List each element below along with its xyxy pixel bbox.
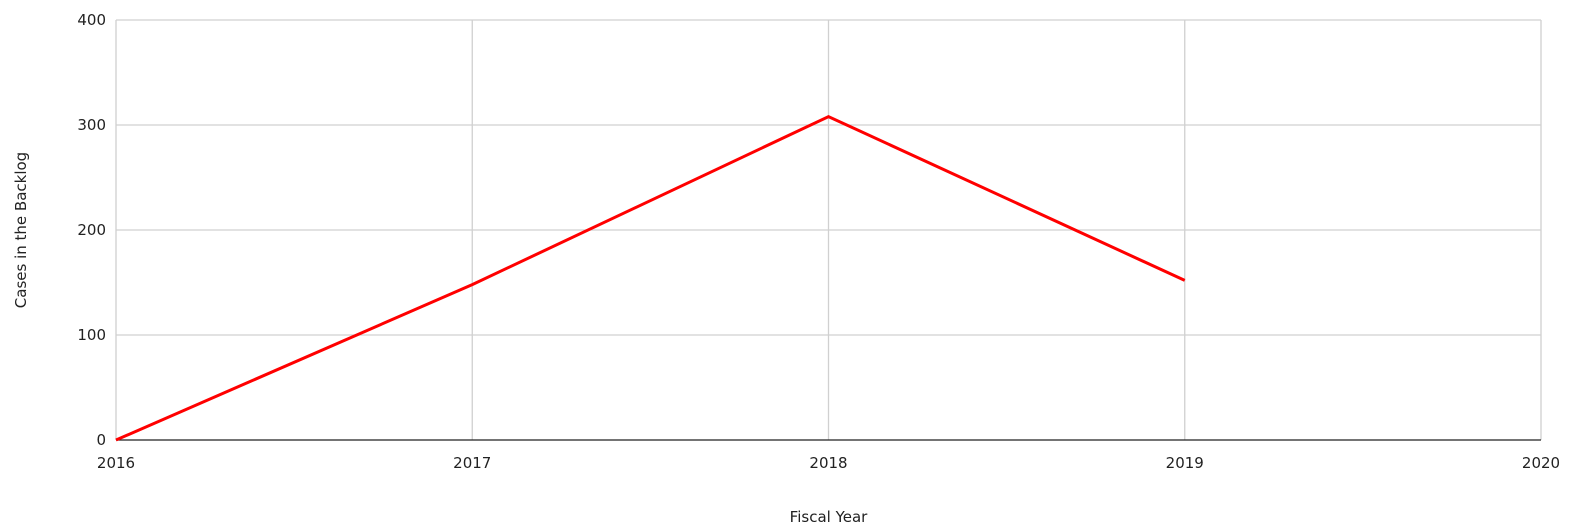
grid-lines [115, 19, 1542, 440]
y-tick-label: 100 [77, 326, 106, 344]
tick-labels: 0 100 200 300 400 2016 2017 2018 2019 2020 [77, 11, 1560, 472]
x-tick-label: 2016 [97, 454, 135, 472]
y-tick-label: 0 [96, 431, 106, 449]
y-axis-title: Cases in the Backlog [12, 152, 30, 308]
y-tick-label: 400 [77, 11, 106, 29]
series-line [115, 114, 1186, 442]
y-tick-label: 300 [77, 116, 106, 134]
x-tick-label: 2019 [1166, 454, 1204, 472]
series-group [115, 114, 1186, 442]
x-tick-label: 2018 [809, 454, 847, 472]
x-tick-label: 2020 [1522, 454, 1560, 472]
x-tick-label: 2017 [453, 454, 491, 472]
y-tick-label: 200 [77, 221, 106, 239]
x-axis-title: Fiscal Year [790, 508, 868, 526]
